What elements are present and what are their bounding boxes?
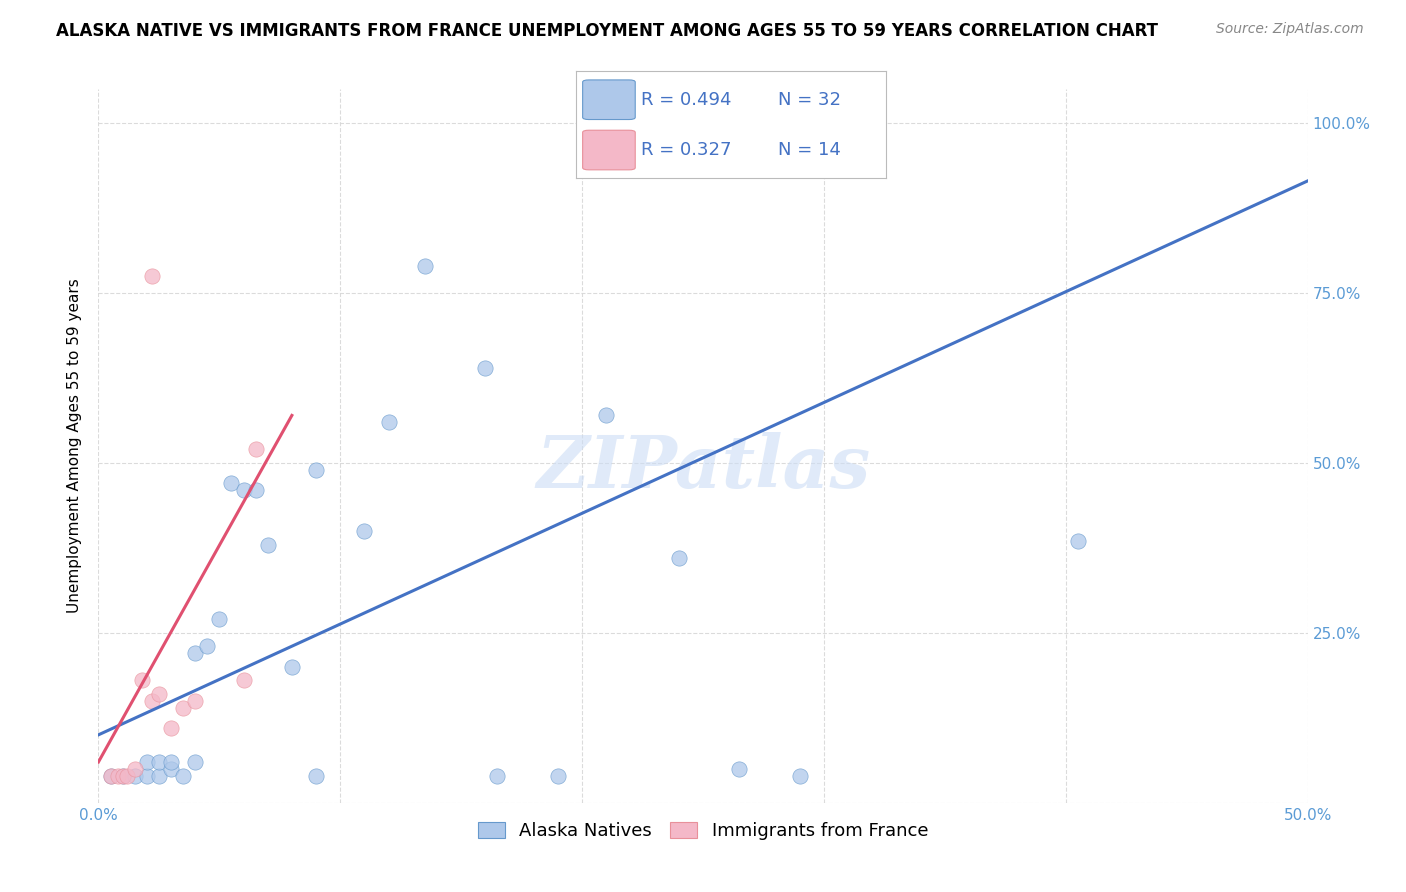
Text: Source: ZipAtlas.com: Source: ZipAtlas.com (1216, 22, 1364, 37)
Text: N = 32: N = 32 (778, 91, 841, 109)
Text: R = 0.327: R = 0.327 (641, 141, 733, 159)
FancyBboxPatch shape (582, 80, 636, 120)
FancyBboxPatch shape (582, 130, 636, 169)
Text: ALASKA NATIVE VS IMMIGRANTS FROM FRANCE UNEMPLOYMENT AMONG AGES 55 TO 59 YEARS C: ALASKA NATIVE VS IMMIGRANTS FROM FRANCE … (56, 22, 1159, 40)
Y-axis label: Unemployment Among Ages 55 to 59 years: Unemployment Among Ages 55 to 59 years (67, 278, 83, 614)
Text: R = 0.494: R = 0.494 (641, 91, 733, 109)
Text: ZIPatlas: ZIPatlas (536, 432, 870, 503)
Legend: Alaska Natives, Immigrants from France: Alaska Natives, Immigrants from France (471, 814, 935, 847)
Text: N = 14: N = 14 (778, 141, 841, 159)
